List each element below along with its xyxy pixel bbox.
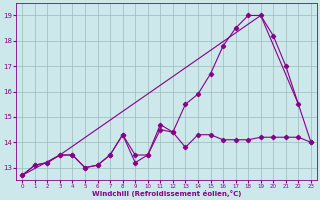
X-axis label: Windchill (Refroidissement éolien,°C): Windchill (Refroidissement éolien,°C) <box>92 190 241 197</box>
